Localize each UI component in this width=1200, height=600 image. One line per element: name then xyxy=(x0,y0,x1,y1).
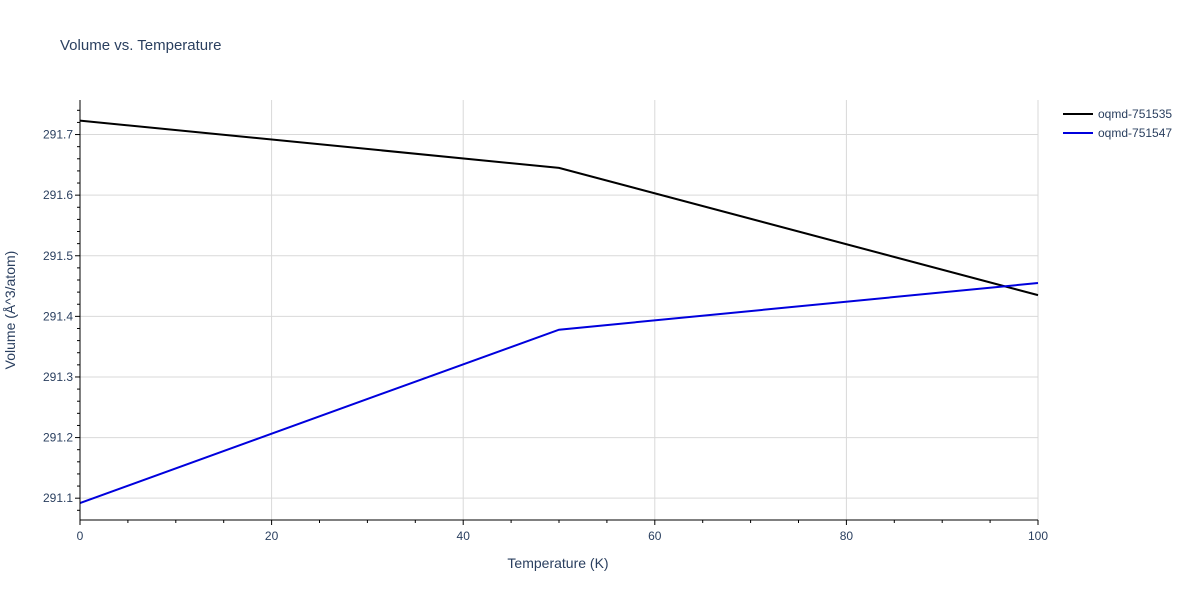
y-tick-label: 291.3 xyxy=(43,370,73,384)
series-line-oqmd-751535 xyxy=(79,119,1039,297)
y-tick-label: 291.7 xyxy=(43,128,73,142)
legend-label: oqmd-751547 xyxy=(1098,126,1172,140)
chart-title: Volume vs. Temperature xyxy=(60,37,221,54)
x-tick-label: 100 xyxy=(1028,529,1048,543)
y-tick-label: 291.2 xyxy=(43,431,73,445)
x-tick-label: 20 xyxy=(265,529,279,543)
y-tick-label: 291.5 xyxy=(43,249,73,263)
tick-labels: 0 20 40 60 80 100 291.1 291.2 291.3 291.4 291.5 291… xyxy=(43,128,1048,543)
x-tick-label: 60 xyxy=(648,529,662,543)
axes-layer xyxy=(75,100,1039,525)
legend[interactable]: oqmd-751535 oqmd-751547 xyxy=(1063,107,1172,140)
y-axis-title: Volume (Å^3/atom) xyxy=(2,251,18,370)
x-tick-label: 0 xyxy=(77,529,84,543)
legend-label: oqmd-751535 xyxy=(1098,107,1172,121)
y-tick-label: 291.4 xyxy=(43,309,73,323)
x-axis-title: Temperature (K) xyxy=(507,555,608,571)
x-tick-label: 80 xyxy=(840,529,854,543)
series-layer xyxy=(79,119,1039,504)
legend-item-oqmd-751535[interactable]: oqmd-751535 xyxy=(1063,107,1172,121)
grid-layer xyxy=(80,100,1039,520)
y-tick-label: 291.6 xyxy=(43,188,73,202)
legend-item-oqmd-751547[interactable]: oqmd-751547 xyxy=(1063,126,1172,140)
x-tick-label: 40 xyxy=(457,529,471,543)
y-tick-label: 291.1 xyxy=(43,491,73,505)
series-line-oqmd-751547 xyxy=(79,282,1039,504)
